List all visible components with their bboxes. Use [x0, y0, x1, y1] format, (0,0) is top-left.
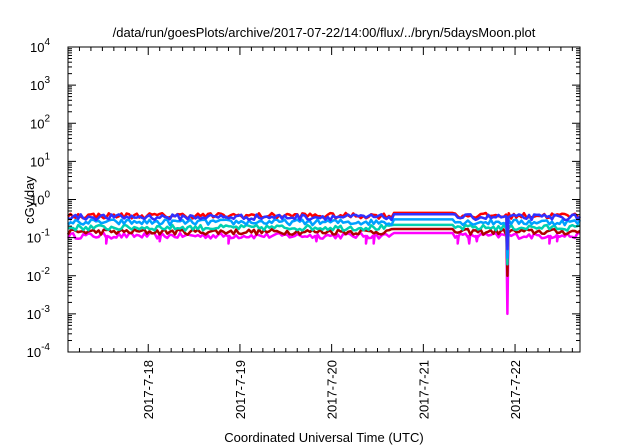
y-tick-label: 10-4 [27, 342, 51, 360]
series-layer [66, 211, 582, 316]
series-line-2 [67, 223, 581, 266]
x-tick-label: 2017-7-19 [233, 360, 248, 419]
y-axis-label: cGy/day [22, 176, 37, 224]
series-line-5 [67, 213, 581, 251]
x-tick-label: 2017-7-21 [416, 360, 431, 419]
ticks-layer: 10-4 10-3 10-2 10-1 100 101 102 103 104 2017-7-18… [27, 37, 580, 419]
y-tick-label: 103 [30, 75, 50, 93]
y-tick-label: 100 [30, 190, 50, 208]
series-line-3 [67, 218, 582, 259]
chart-title: /data/run/goesPlots/archive/2017-07-22/1… [113, 25, 536, 40]
plot-frame [67, 46, 581, 353]
y-tick-label: 10-3 [27, 304, 51, 322]
y-tick-label: 10-2 [27, 266, 51, 284]
x-tick-label: 2017-7-22 [508, 360, 523, 419]
x-axis-label: Coordinated Universal Time (UTC) [224, 430, 423, 445]
x-tick-label: 2017-7-20 [325, 360, 340, 419]
y-tick-label: 10-1 [27, 228, 51, 246]
y-tick-label: 102 [30, 113, 50, 131]
series-line-0 [66, 231, 581, 316]
y-tick-label: 104 [30, 37, 50, 55]
y-tick-label: 101 [30, 151, 50, 169]
x-tick-label: 2017-7-18 [141, 360, 156, 419]
